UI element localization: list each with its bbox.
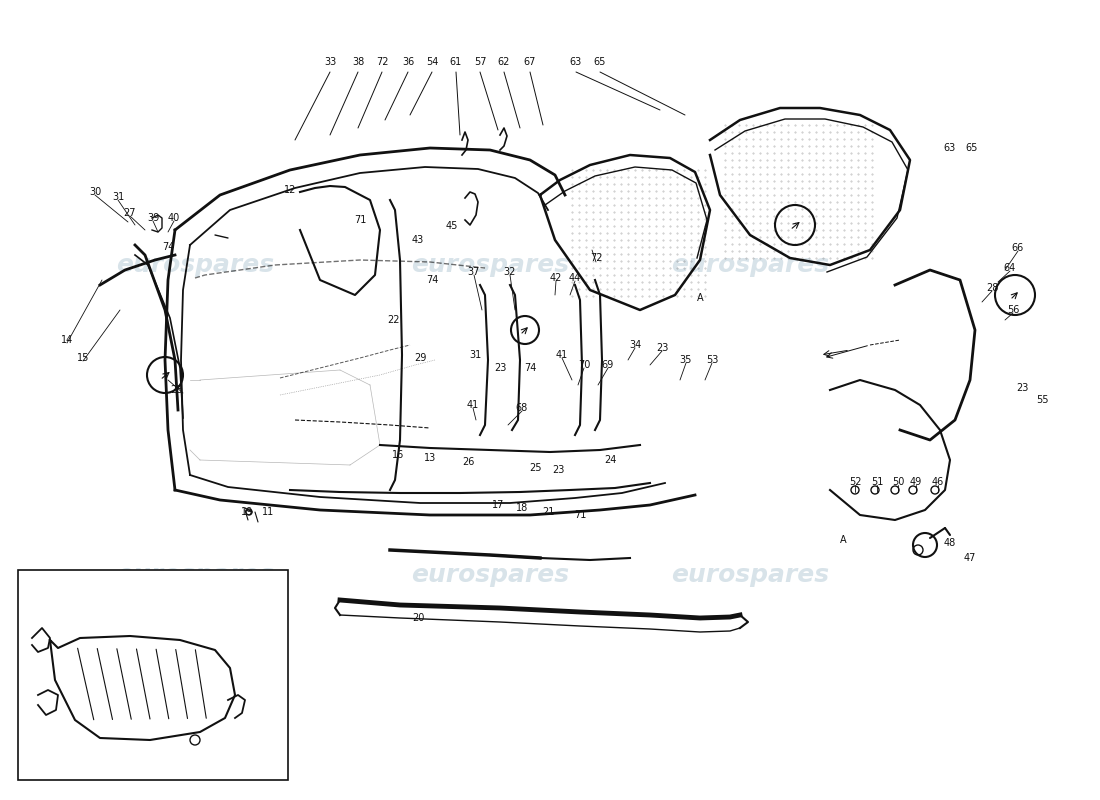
Text: 17: 17: [492, 500, 504, 510]
Text: 32: 32: [504, 267, 516, 277]
Text: 74: 74: [524, 363, 536, 373]
Text: 23: 23: [1015, 383, 1028, 393]
Text: 51: 51: [871, 477, 883, 487]
Text: 4: 4: [177, 743, 183, 753]
Text: 27: 27: [123, 208, 136, 218]
Text: eurospares: eurospares: [116, 253, 274, 277]
Text: 4: 4: [45, 765, 51, 775]
Text: 11: 11: [262, 507, 274, 517]
Text: 49: 49: [910, 477, 922, 487]
Text: 6: 6: [109, 601, 116, 611]
Text: 37: 37: [468, 267, 481, 277]
Polygon shape: [50, 636, 235, 740]
Text: 7: 7: [219, 743, 225, 753]
Text: 41: 41: [556, 350, 568, 360]
Text: 44: 44: [569, 273, 581, 283]
Text: 66: 66: [1012, 243, 1024, 253]
Text: 16: 16: [392, 450, 404, 460]
Text: 74: 74: [162, 242, 174, 252]
Text: 42: 42: [550, 273, 562, 283]
Text: 24: 24: [604, 455, 616, 465]
Text: 61: 61: [450, 57, 462, 67]
Text: 19: 19: [241, 507, 253, 517]
Text: 10: 10: [244, 743, 256, 753]
Text: 15: 15: [77, 353, 89, 363]
Text: eurospares: eurospares: [116, 563, 274, 587]
Text: 71: 71: [574, 510, 586, 520]
Text: 53: 53: [706, 355, 718, 365]
Text: 68: 68: [516, 403, 528, 413]
Text: 57: 57: [474, 57, 486, 67]
Text: 56: 56: [1006, 305, 1020, 315]
Text: 43: 43: [411, 235, 425, 245]
Text: 74: 74: [426, 275, 438, 285]
Text: 70: 70: [578, 360, 591, 370]
Text: 67: 67: [524, 57, 536, 67]
Text: 3: 3: [44, 610, 51, 620]
Text: 54: 54: [426, 57, 438, 67]
Text: 2: 2: [75, 750, 81, 760]
Text: 72: 72: [376, 57, 388, 67]
Text: 52: 52: [849, 477, 861, 487]
Text: eurospares: eurospares: [671, 563, 829, 587]
Text: 31: 31: [469, 350, 481, 360]
Text: 50: 50: [892, 477, 904, 487]
Text: 72: 72: [590, 253, 603, 263]
Text: 1: 1: [135, 745, 141, 755]
Text: 40: 40: [168, 213, 180, 223]
Text: 47: 47: [964, 553, 976, 563]
Text: 38: 38: [352, 57, 364, 67]
Text: 9: 9: [205, 615, 211, 625]
Text: 7: 7: [162, 601, 168, 611]
Text: 25: 25: [530, 463, 542, 473]
Text: 71: 71: [354, 215, 366, 225]
Text: 23: 23: [552, 465, 564, 475]
Text: 23: 23: [494, 363, 506, 373]
Text: 48: 48: [944, 538, 956, 548]
Text: 35: 35: [680, 355, 692, 365]
Text: 12: 12: [284, 185, 296, 195]
Text: 13: 13: [424, 453, 436, 463]
Text: 26: 26: [462, 457, 474, 467]
Text: 23: 23: [656, 343, 668, 353]
Text: 8: 8: [136, 599, 143, 609]
Text: 64: 64: [1004, 263, 1016, 273]
Text: eurospares: eurospares: [671, 253, 829, 277]
Text: 29: 29: [414, 353, 426, 363]
Text: 30: 30: [89, 187, 101, 197]
Text: 22: 22: [387, 315, 399, 325]
Text: 65: 65: [594, 57, 606, 67]
Text: 31: 31: [112, 192, 124, 202]
Text: 21: 21: [542, 507, 554, 517]
Text: 34: 34: [629, 340, 641, 350]
Bar: [18, 570, 288, 780]
Text: 69: 69: [602, 360, 614, 370]
Text: 33: 33: [323, 57, 337, 67]
Text: 18: 18: [516, 503, 528, 513]
Text: 7: 7: [87, 603, 94, 613]
Text: eurospares: eurospares: [411, 253, 569, 277]
Text: 62: 62: [498, 57, 510, 67]
Text: 5: 5: [65, 608, 72, 618]
Text: 65: 65: [966, 143, 978, 153]
Text: 14: 14: [60, 335, 73, 345]
Text: 63: 63: [570, 57, 582, 67]
Text: 41: 41: [466, 400, 480, 410]
Text: 55: 55: [1036, 395, 1048, 405]
Text: 63: 63: [944, 143, 956, 153]
Text: 20: 20: [411, 613, 425, 623]
Text: 28: 28: [170, 385, 183, 395]
Text: 28: 28: [986, 283, 998, 293]
Text: 45: 45: [446, 221, 459, 231]
Text: 73: 73: [182, 609, 195, 619]
Text: 46: 46: [932, 477, 944, 487]
Text: 39: 39: [147, 213, 160, 223]
Text: A: A: [839, 535, 846, 545]
Text: eurospares: eurospares: [411, 563, 569, 587]
Text: A: A: [696, 293, 703, 303]
Text: 36: 36: [402, 57, 414, 67]
